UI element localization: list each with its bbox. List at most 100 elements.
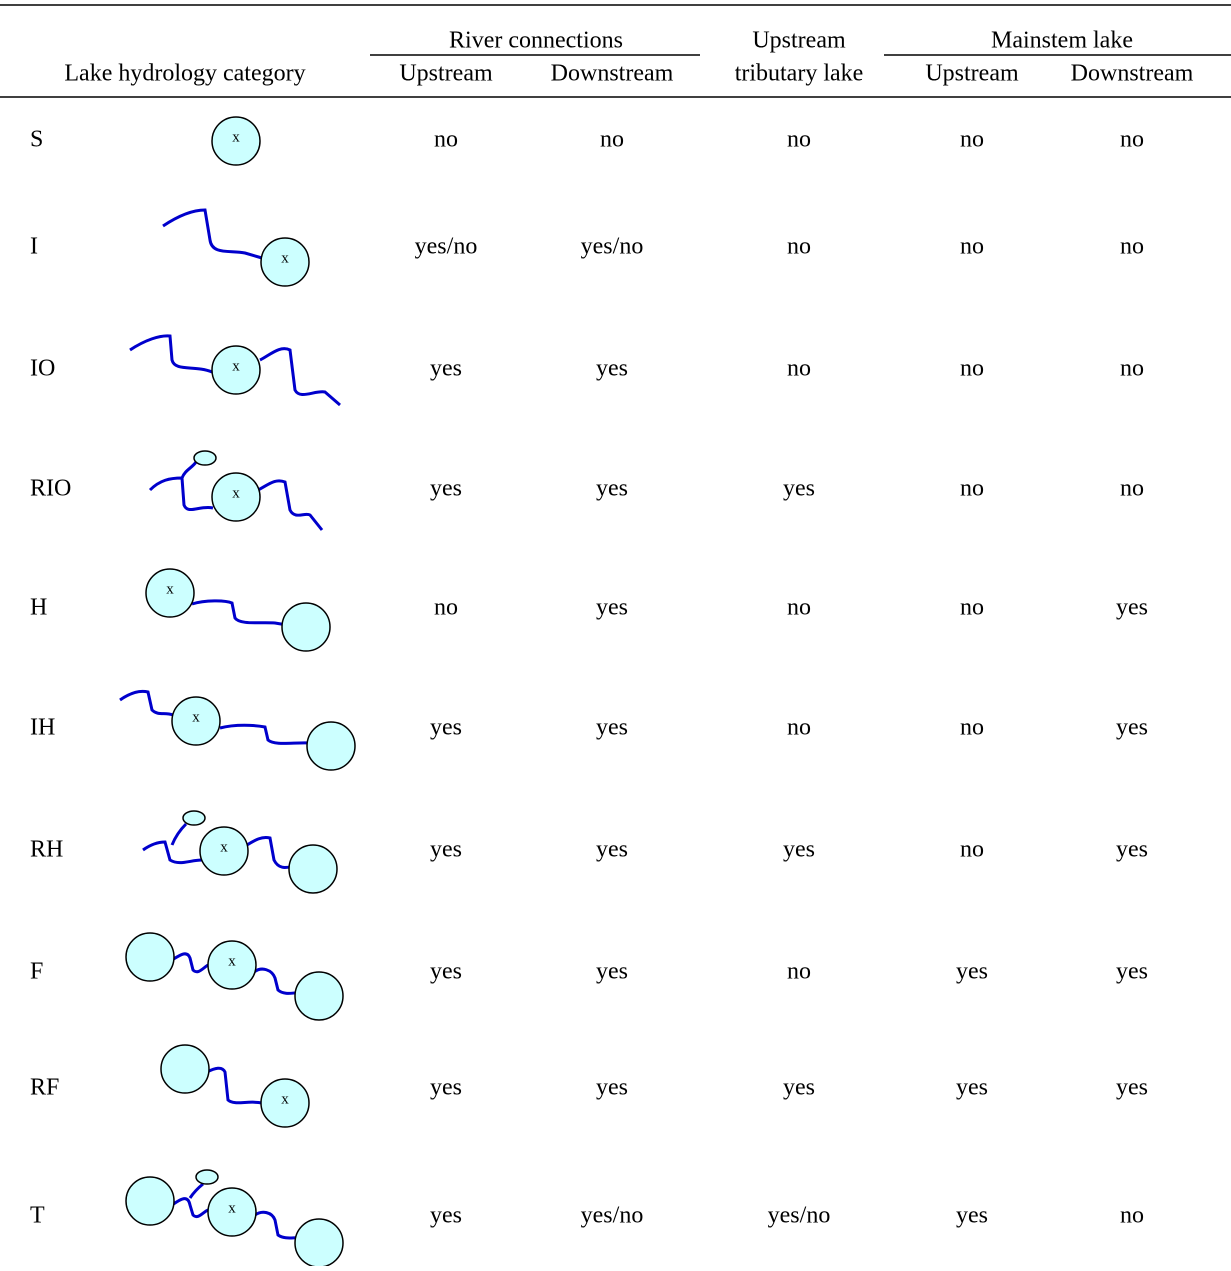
river xyxy=(172,824,186,845)
lake-marker: x xyxy=(220,839,228,855)
cell: no xyxy=(787,715,811,741)
cell: no xyxy=(960,127,984,153)
river xyxy=(120,691,173,715)
lake-marker: x xyxy=(228,953,236,969)
cell: no xyxy=(434,595,458,621)
group-header: River connections xyxy=(449,28,623,54)
column-header: Downstream xyxy=(1071,61,1194,87)
table: River connections Mainstem lake Upstream… xyxy=(0,0,1231,1266)
column-header: Lake hydrology category xyxy=(64,61,305,87)
cell: yes xyxy=(430,959,462,985)
lake xyxy=(282,603,330,651)
group-header: Mainstem lake xyxy=(991,28,1133,54)
category-label: RIO xyxy=(30,476,71,502)
cell: yes xyxy=(596,1075,628,1101)
river xyxy=(130,336,212,372)
river xyxy=(220,725,310,743)
cell: yes xyxy=(430,1075,462,1101)
category-label: RH xyxy=(30,837,63,863)
cell: no xyxy=(960,234,984,260)
column-header: Upstream xyxy=(752,28,846,54)
category-label: IO xyxy=(30,356,55,382)
lake xyxy=(161,1045,209,1093)
category-label: I xyxy=(30,234,38,260)
lake xyxy=(295,1219,343,1266)
lake-marker: x xyxy=(281,1091,289,1107)
lake xyxy=(307,722,355,770)
cell: yes xyxy=(596,595,628,621)
cell: yes xyxy=(596,959,628,985)
cell: yes/no xyxy=(581,1203,644,1229)
cell: no xyxy=(960,356,984,382)
river xyxy=(182,462,196,478)
river xyxy=(247,837,296,867)
lake-marker: x xyxy=(281,250,289,266)
cell: no xyxy=(960,837,984,863)
cell: yes xyxy=(1116,959,1148,985)
cell: yes xyxy=(596,476,628,502)
category-label: H xyxy=(30,595,47,621)
river xyxy=(150,478,213,510)
cell: yes xyxy=(596,837,628,863)
river xyxy=(172,1199,208,1217)
cell: yes/no xyxy=(581,234,644,260)
cell: no xyxy=(960,595,984,621)
lake-marker: x xyxy=(228,1200,236,1216)
cell: yes xyxy=(783,837,815,863)
tributary-lake xyxy=(196,1170,218,1184)
cell: yes xyxy=(783,1075,815,1101)
column-header: tributary lake xyxy=(735,61,864,87)
cell: yes xyxy=(1116,1075,1148,1101)
cell: no xyxy=(787,234,811,260)
cell: no xyxy=(787,959,811,985)
river xyxy=(254,969,298,993)
river xyxy=(255,1212,298,1238)
cell: yes xyxy=(430,837,462,863)
lake-marker: x xyxy=(232,129,240,145)
river xyxy=(172,954,208,972)
category-label: RF xyxy=(30,1075,59,1101)
category-label: IH xyxy=(30,715,55,741)
category-label: S xyxy=(30,127,43,153)
cell: no xyxy=(960,476,984,502)
cell: yes xyxy=(956,959,988,985)
tributary-lake xyxy=(183,811,205,825)
lake-marker: x xyxy=(192,709,200,725)
tributary-lake xyxy=(194,451,216,465)
cell: no xyxy=(1120,1203,1144,1229)
cell: yes xyxy=(596,715,628,741)
lake xyxy=(295,972,343,1020)
cell: yes xyxy=(1116,595,1148,621)
river xyxy=(258,481,322,530)
cell: no xyxy=(600,127,624,153)
river xyxy=(207,1068,262,1103)
lake xyxy=(289,845,337,893)
cell: yes xyxy=(1116,715,1148,741)
cell: no xyxy=(787,595,811,621)
cell: yes xyxy=(956,1075,988,1101)
cell: no xyxy=(1120,476,1144,502)
category-label: T xyxy=(30,1203,45,1229)
cell: yes/no xyxy=(415,234,478,260)
column-header: Upstream xyxy=(399,61,493,87)
lake-marker: x xyxy=(232,358,240,374)
column-header: Upstream xyxy=(925,61,1019,87)
river xyxy=(192,601,287,625)
lake xyxy=(126,933,174,981)
river xyxy=(163,210,262,258)
cell: yes xyxy=(956,1203,988,1229)
cell: yes/no xyxy=(768,1203,831,1229)
lake xyxy=(126,1177,174,1225)
cell: no xyxy=(787,127,811,153)
cell: no xyxy=(787,356,811,382)
cell: yes xyxy=(430,1203,462,1229)
cell: no xyxy=(1120,356,1144,382)
cell: yes xyxy=(430,476,462,502)
lake-marker: x xyxy=(166,581,174,597)
river xyxy=(260,349,340,405)
cell: no xyxy=(1120,234,1144,260)
cell: yes xyxy=(783,476,815,502)
river xyxy=(190,1184,203,1198)
cell: no xyxy=(434,127,458,153)
column-header: Downstream xyxy=(551,61,674,87)
